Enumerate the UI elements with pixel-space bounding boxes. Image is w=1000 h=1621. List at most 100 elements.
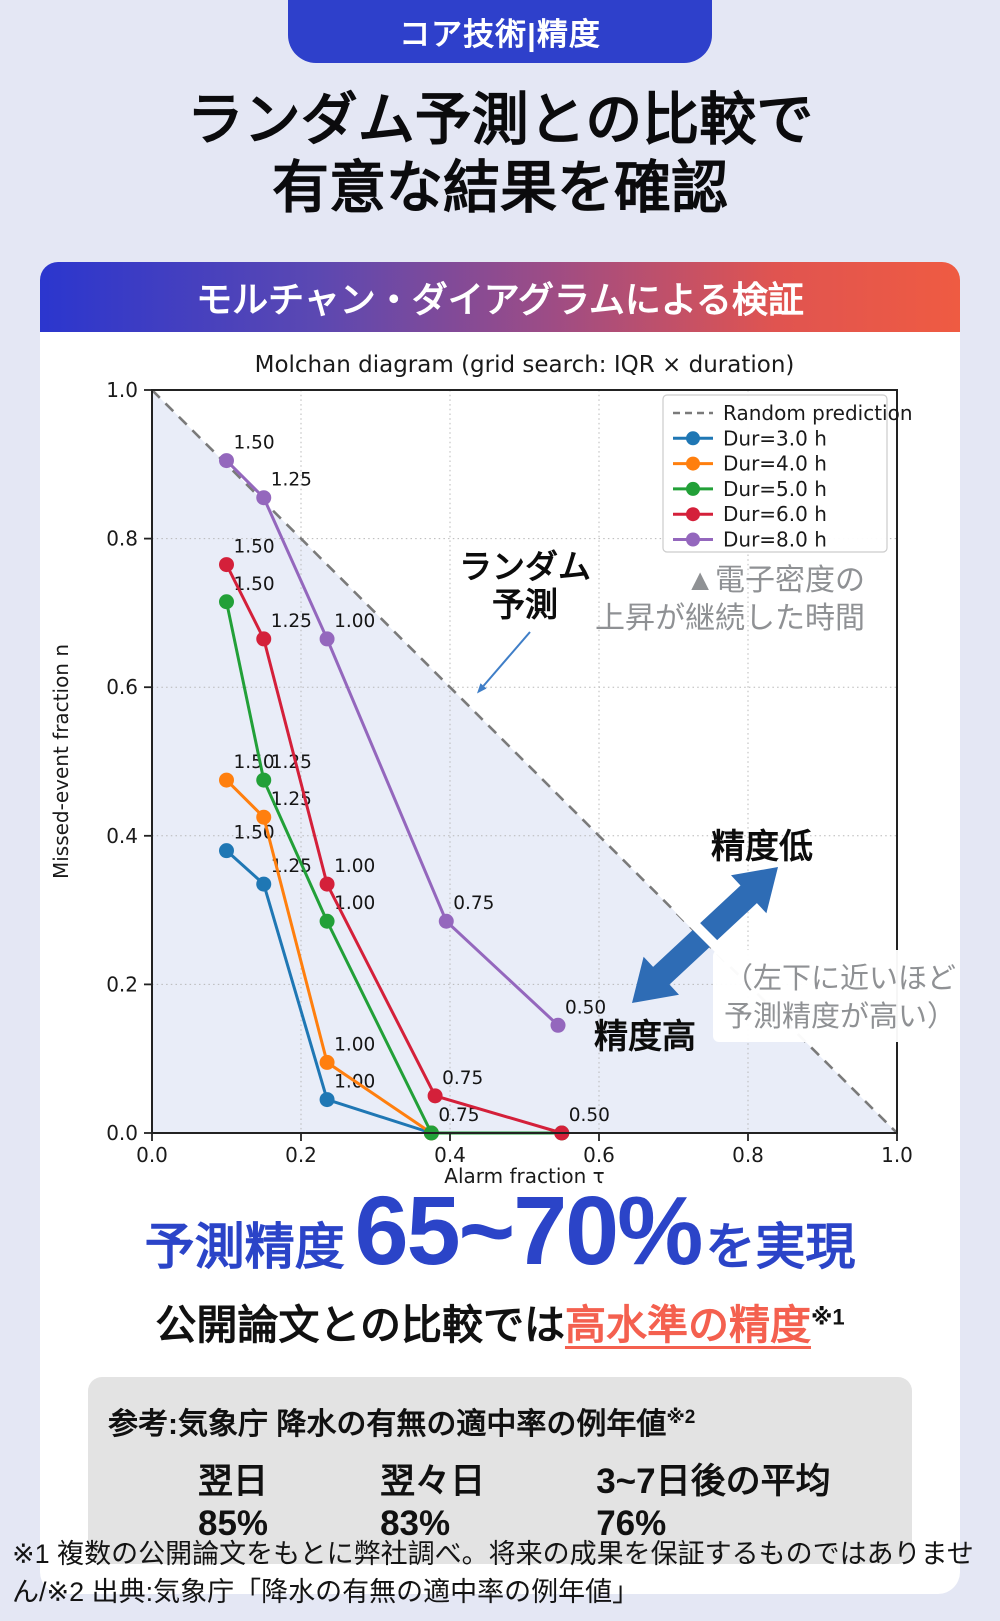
- comparison-highlight: 高水準の精度: [564, 1302, 811, 1348]
- point-label: 1.00: [334, 1034, 375, 1055]
- svg-text:0.4: 0.4: [434, 1143, 466, 1167]
- comparison-line: 公開論文との比較では高水準の精度※1: [40, 1291, 960, 1351]
- random-label-arrow: [482, 631, 531, 687]
- point-label: 1.25: [271, 789, 312, 810]
- svg-text:0.8: 0.8: [732, 1143, 764, 1167]
- top-category-badge: コア技術|精度: [288, 0, 712, 63]
- data-point: [319, 876, 335, 892]
- svg-text:0.4: 0.4: [106, 824, 138, 848]
- svg-text:1.0: 1.0: [106, 378, 138, 402]
- y-axis-label: Missed-event fraction n: [49, 644, 73, 879]
- banner-label: モルチャン・ダイアグラムによる検証: [196, 279, 804, 320]
- data-point: [256, 490, 272, 506]
- svg-text:Dur=4.0 h: Dur=4.0 h: [723, 452, 827, 476]
- svg-text:0.0: 0.0: [106, 1121, 138, 1145]
- data-point: [438, 913, 454, 929]
- point-label: 1.00: [334, 856, 375, 877]
- comparison-footref: ※1: [810, 1304, 845, 1330]
- random-prediction-label: ランダム: [459, 548, 591, 585]
- point-label: 1.50: [234, 574, 275, 595]
- data-point: [319, 1092, 335, 1108]
- point-label: 0.50: [569, 1105, 610, 1126]
- reference-footref: ※2: [666, 1407, 696, 1428]
- data-point: [550, 1017, 566, 1033]
- section-banner: モルチャン・ダイアグラムによる検証: [40, 262, 960, 332]
- density-note: ▲電子密度の: [685, 564, 865, 597]
- data-point: [256, 809, 272, 825]
- molchan-diagram-chart: 1.501.251.001.501.251.001.501.251.000.75…: [49, 352, 960, 1185]
- high-accuracy-label: 精度高: [594, 1018, 696, 1056]
- stat-day-after: 翌々日83%: [380, 1462, 486, 1543]
- content-wrapper: モルチャン・ダイアグラムによる検証 1.50 1.25 1.00 1.50 1.25 1.…: [40, 262, 960, 1594]
- series-6.0: 1.501.251.000.750.50: [219, 537, 610, 1141]
- reference-stats: 翌日85% 翌々日83% 3~7日後の平均76%: [108, 1453, 892, 1544]
- stat-next-day: 翌日85%: [198, 1462, 269, 1543]
- point-label: 1.00: [334, 611, 375, 632]
- svg-text:0.2: 0.2: [285, 1143, 317, 1167]
- svg-text:0.6: 0.6: [583, 1143, 615, 1167]
- point-label: 0.50: [565, 997, 606, 1018]
- point-label: 1.50: [234, 752, 275, 773]
- svg-text:0.8: 0.8: [106, 527, 138, 551]
- page-title: ランダム予測との比較で 有意な結果を確認: [0, 0, 1000, 223]
- svg-text:予測: 予測: [492, 586, 558, 623]
- data-point: [219, 594, 234, 610]
- plot-frame: [151, 389, 898, 1134]
- data-point: [427, 1088, 443, 1104]
- title-line2: 有意な結果を確認: [272, 156, 728, 221]
- reference-title-text: 参考:気象庁 降水の有無の適中率の例年値: [108, 1408, 667, 1441]
- data-point: [319, 631, 335, 647]
- footnote: ※1 複数の公開論文をもとに弊社調べ。将来の成果を保証するものではありません/※…: [12, 1539, 974, 1607]
- stat-3-7-days: 3~7日後の平均76%: [596, 1462, 831, 1543]
- svg-text:0.2: 0.2: [106, 972, 138, 996]
- x-axis-label: Alarm fraction τ: [444, 1164, 604, 1185]
- svg-text:Dur=3.0 h: Dur=3.0 h: [723, 426, 827, 450]
- point-label: 1.25: [271, 611, 312, 632]
- data-point: [256, 876, 272, 892]
- low-accuracy-label: 精度低: [711, 828, 813, 866]
- svg-text:Dur=6.0 h: Dur=6.0 h: [723, 502, 827, 526]
- svg-text:1.0: 1.0: [881, 1143, 913, 1167]
- point-label: 1.50: [234, 433, 275, 454]
- result-value: 65~70%: [354, 1176, 704, 1285]
- data-point: [219, 843, 234, 859]
- data-point: [319, 1054, 335, 1070]
- point-label: 0.75: [438, 1105, 479, 1126]
- result-suffix: を実現: [705, 1219, 856, 1275]
- reference-title: 参考:気象庁 降水の有無の適中率の例年値※2: [108, 1399, 892, 1443]
- series-4.0: 1.501.251.00: [219, 752, 439, 1141]
- point-label: 1.50: [234, 537, 275, 558]
- point-label: 0.75: [453, 893, 494, 914]
- data-point: [256, 631, 272, 647]
- content-card: 1.50 1.25 1.00 1.50 1.25 1.00 1.50 1.25 1.00 0.75…: [40, 332, 960, 1594]
- svg-text:Dur=8.0 h: Dur=8.0 h: [723, 528, 827, 552]
- reference-box: 参考:気象庁 降水の有無の適中率の例年値※2 翌日85% 翌々日83% 3~7日…: [88, 1377, 912, 1564]
- series-8.0: 1.501.251.000.750.50: [219, 433, 606, 1033]
- point-label: 1.50: [234, 823, 275, 844]
- svg-text:0.0: 0.0: [136, 1143, 168, 1167]
- svg-text:上昇が継続した時間: 上昇が継続した時間: [595, 602, 865, 635]
- data-point: [319, 913, 335, 929]
- corner-note-box: [713, 950, 960, 1042]
- data-point: [219, 453, 234, 469]
- series-line: [225, 779, 433, 1135]
- comparison-text: 公開論文との比較では: [155, 1302, 565, 1348]
- point-label: 1.25: [271, 752, 312, 773]
- corner-note: （左下に近いほど: [724, 962, 956, 995]
- svg-text:Random prediction: Random prediction: [723, 401, 913, 425]
- svg-text:0.6: 0.6: [106, 675, 138, 699]
- result-prefix: 予測精度: [144, 1219, 345, 1275]
- data-point: [219, 557, 234, 573]
- series-line: [225, 849, 432, 1135]
- data-point: [256, 772, 272, 788]
- data-point: [219, 772, 234, 788]
- axis-ticks: 0.0 0.2 0.4 0.6 0.8 1.0 0.0 0.2 0.4 0.6 0.8 1.0: [106, 378, 913, 1167]
- badge-label: コア技術|精度: [399, 17, 601, 52]
- result-headline: 予測精度 65~70% を実現: [40, 1176, 960, 1285]
- svg-text:Dur=5.0 h: Dur=5.0 h: [723, 477, 827, 501]
- point-label: 0.75: [442, 1068, 483, 1089]
- svg-text:予測精度が高い）: 予測精度が高い）: [724, 1000, 956, 1033]
- point-label: 1.00: [334, 893, 375, 914]
